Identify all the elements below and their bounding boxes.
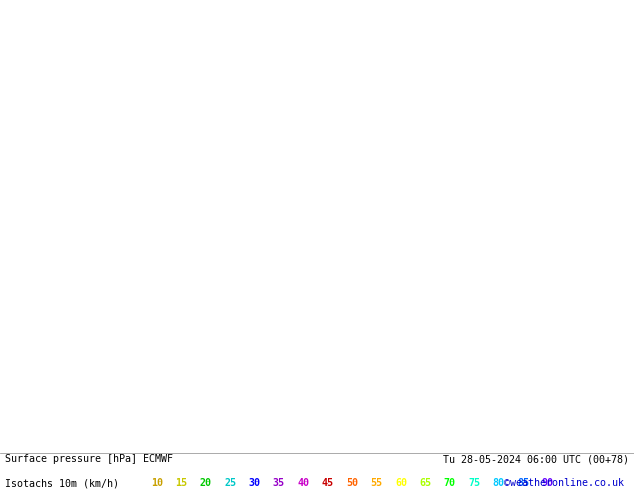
- Text: Isotachs 10m (km/h): Isotachs 10m (km/h): [5, 478, 119, 488]
- Text: 60: 60: [395, 478, 407, 488]
- Text: 50: 50: [346, 478, 358, 488]
- Text: 80: 80: [493, 478, 505, 488]
- Text: 45: 45: [322, 478, 333, 488]
- Text: 40: 40: [297, 478, 309, 488]
- Text: 25: 25: [224, 478, 236, 488]
- Text: 70: 70: [444, 478, 456, 488]
- Text: 20: 20: [200, 478, 212, 488]
- Text: 85: 85: [517, 478, 529, 488]
- Text: 15: 15: [175, 478, 187, 488]
- Text: 55: 55: [370, 478, 382, 488]
- Text: Tu 28-05-2024 06:00 UTC (00+78): Tu 28-05-2024 06:00 UTC (00+78): [443, 454, 629, 465]
- Text: 65: 65: [419, 478, 431, 488]
- Text: Surface pressure [hPa] ECMWF: Surface pressure [hPa] ECMWF: [5, 454, 173, 465]
- Text: 90: 90: [541, 478, 553, 488]
- Text: 75: 75: [468, 478, 480, 488]
- Text: ©weatheronline.co.uk: ©weatheronline.co.uk: [505, 478, 624, 488]
- Text: 30: 30: [249, 478, 261, 488]
- Text: 10: 10: [151, 478, 163, 488]
- Text: 35: 35: [273, 478, 285, 488]
